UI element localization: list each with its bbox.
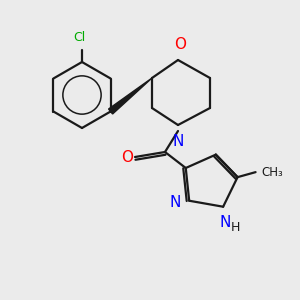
Text: O: O — [121, 151, 133, 166]
Text: N: N — [172, 134, 184, 149]
Text: O: O — [174, 37, 186, 52]
Text: CH₃: CH₃ — [262, 166, 283, 178]
Text: H: H — [230, 221, 240, 234]
Text: N: N — [220, 215, 231, 230]
Text: Cl: Cl — [73, 31, 85, 44]
Text: N: N — [170, 195, 181, 210]
Polygon shape — [109, 78, 152, 114]
